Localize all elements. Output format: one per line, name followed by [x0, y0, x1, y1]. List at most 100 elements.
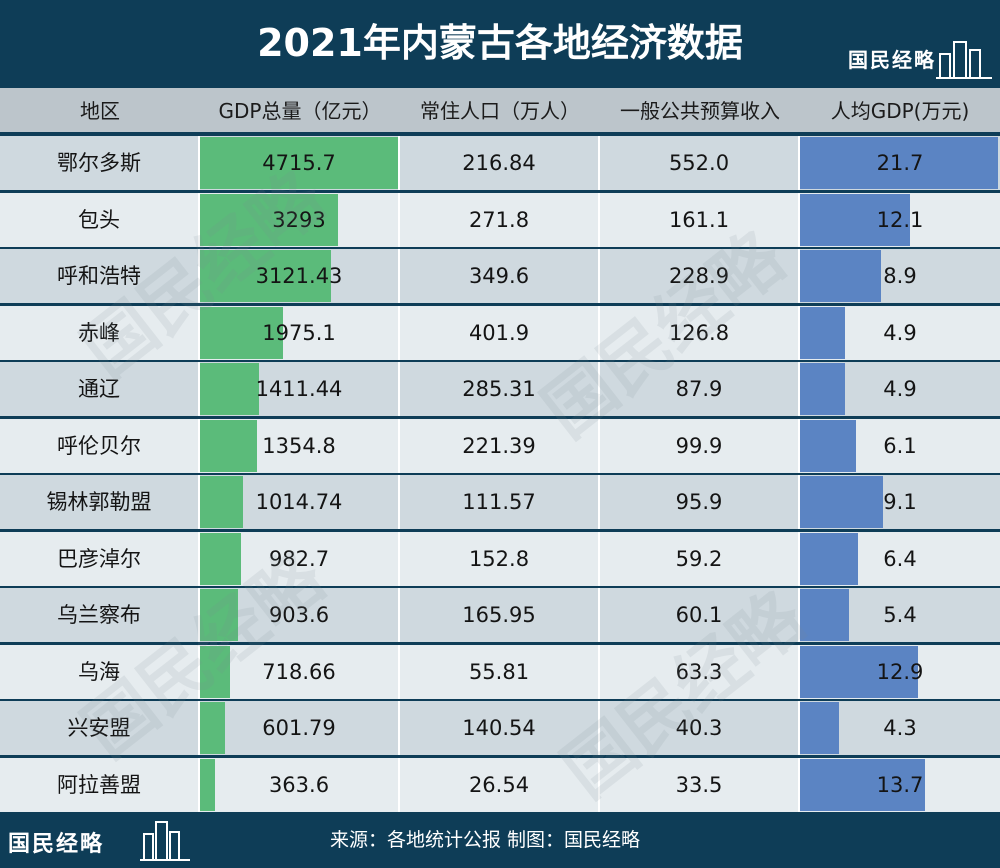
- per-capita-bar: [800, 476, 884, 528]
- revenue-cell: 33.5: [600, 757, 800, 812]
- region-cell: 包头: [0, 192, 200, 247]
- per-capita-cell: 4.9: [883, 377, 917, 401]
- per-capita-cell: 4.9: [883, 320, 917, 345]
- population-cell: 271.8: [400, 192, 600, 247]
- gdp-bar: [200, 758, 216, 811]
- per-capita-bar: [800, 532, 859, 585]
- table-row: 乌兰察布 903.6 165.95 60.1 5.4: [0, 588, 1000, 642]
- gdp-cell: 982.7: [200, 531, 400, 586]
- revenue-cell: 95.9: [600, 475, 800, 529]
- per-capita-bar: [800, 137, 998, 189]
- gdp-cell: 601.79: [200, 701, 400, 755]
- gdp-bar: [200, 645, 231, 698]
- revenue-cell: 60.1: [600, 588, 800, 642]
- gdp-bar: [200, 193, 339, 246]
- population-cell: 285.31: [400, 362, 600, 416]
- region-cell: 呼伦贝尔: [0, 418, 200, 473]
- region-cell: 通辽: [0, 362, 200, 416]
- revenue-cell: 228.9: [600, 249, 800, 303]
- per-capita-bar: [800, 363, 845, 415]
- column-header-population: 常住人口（万人）: [400, 88, 600, 134]
- gdp-cell: 1411.44: [200, 362, 400, 416]
- region-cell: 乌海: [0, 644, 200, 699]
- gdp-bar: [200, 589, 238, 641]
- population-cell: 152.8: [400, 531, 600, 586]
- revenue-cell: 40.3: [600, 701, 800, 755]
- region-cell: 阿拉善盟: [0, 757, 200, 812]
- footer: 国民经略 来源：各地统计公报 制图：国民经略: [0, 812, 1000, 868]
- revenue-cell: 99.9: [600, 418, 800, 473]
- gdp-cell: 1354.8: [200, 418, 400, 473]
- gdp-bar: [200, 306, 283, 359]
- brand-name: 国民经略: [848, 48, 936, 72]
- header: 2021年内蒙古各地经济数据 国民经略: [0, 0, 1000, 88]
- per-capita-bar: [800, 419, 856, 472]
- per-capita-cell: 5.4: [883, 603, 917, 627]
- region-cell: 呼和浩特: [0, 249, 200, 303]
- per-capita-cell: 6.1: [883, 433, 917, 458]
- page-title: 2021年内蒙古各地经济数据: [257, 21, 743, 65]
- table-row: 通辽 1411.44 285.31 87.9 4.9: [0, 362, 1000, 416]
- region-cell: 兴安盟: [0, 701, 200, 755]
- region-cell: 鄂尔多斯: [0, 136, 200, 190]
- table-row: 包头 3293 271.8 161.1 12.1: [0, 192, 1000, 247]
- per-capita-bar: [800, 645, 918, 698]
- region-cell: 乌兰察布: [0, 588, 200, 642]
- revenue-cell: 552.0: [600, 136, 800, 190]
- table-row: 呼伦贝尔 1354.8 221.39 99.9 6.1: [0, 418, 1000, 473]
- gdp-bar: [200, 702, 226, 754]
- column-header-gdp: GDP总量（亿元）: [200, 88, 400, 134]
- table-row: 锡林郭勒盟 1014.74 111.57 95.9 9.1: [0, 475, 1000, 529]
- gdp-bar: [200, 137, 398, 189]
- population-cell: 111.57: [400, 475, 600, 529]
- gdp-bar: [200, 250, 332, 302]
- per-capita-bar: [800, 250, 882, 302]
- population-cell: 221.39: [400, 418, 600, 473]
- region-cell: 巴彦淖尔: [0, 531, 200, 586]
- gdp-cell: 363.6: [200, 757, 400, 812]
- table-row: 巴彦淖尔 982.7 152.8 59.2 6.4: [0, 531, 1000, 586]
- per-capita-cell: 13.7: [876, 772, 924, 797]
- region-cell: 锡林郭勒盟: [0, 475, 200, 529]
- gdp-cell: 3293: [200, 192, 400, 247]
- per-capita-cell: 8.9: [883, 264, 917, 288]
- gdp-bar: [200, 363, 260, 415]
- gdp-cell: 4715.7: [200, 136, 400, 190]
- gdp-cell: 718.66: [200, 644, 400, 699]
- revenue-cell: 126.8: [600, 305, 800, 360]
- gdp-cell: 1014.74: [200, 475, 400, 529]
- population-cell: 216.84: [400, 136, 600, 190]
- population-cell: 349.6: [400, 249, 600, 303]
- per-capita-cell: 12.1: [876, 207, 924, 232]
- population-cell: 165.95: [400, 588, 600, 642]
- column-header-revenue: 一般公共预算收入: [600, 88, 800, 134]
- city-skyline-icon: [936, 41, 992, 79]
- table-row: 乌海 718.66 55.81 63.3 12.9: [0, 644, 1000, 699]
- per-capita-bar: [800, 758, 925, 811]
- per-capita-bar: [800, 306, 845, 359]
- revenue-cell: 87.9: [600, 362, 800, 416]
- table-row: 阿拉善盟 363.6 26.54 33.5 13.7: [0, 757, 1000, 812]
- population-cell: 26.54: [400, 757, 600, 812]
- region-cell: 赤峰: [0, 305, 200, 360]
- population-cell: 401.9: [400, 305, 600, 360]
- source-note: 来源：各地统计公报 制图：国民经略: [330, 829, 641, 851]
- revenue-cell: 59.2: [600, 531, 800, 586]
- gdp-bar: [200, 419, 257, 472]
- table-row: 兴安盟 601.79 140.54 40.3 4.3: [0, 701, 1000, 755]
- per-capita-bar: [800, 589, 850, 641]
- revenue-cell: 63.3: [600, 644, 800, 699]
- city-skyline-icon: [140, 821, 190, 861]
- gdp-cell: 903.6: [200, 588, 400, 642]
- gdp-cell: 1975.1: [200, 305, 400, 360]
- gdp-bar: [200, 476, 243, 528]
- revenue-cell: 161.1: [600, 192, 800, 247]
- column-header-per-capita: 人均GDP(万元): [800, 88, 1000, 134]
- per-capita-cell: 21.7: [876, 151, 924, 175]
- per-capita-cell: 9.1: [883, 490, 917, 514]
- table-row: 鄂尔多斯 4715.7 216.84 552.0 21.7: [0, 136, 1000, 190]
- population-cell: 140.54: [400, 701, 600, 755]
- gdp-bar: [200, 532, 242, 585]
- per-capita-bar: [800, 702, 840, 754]
- per-capita-cell: 12.9: [876, 659, 924, 684]
